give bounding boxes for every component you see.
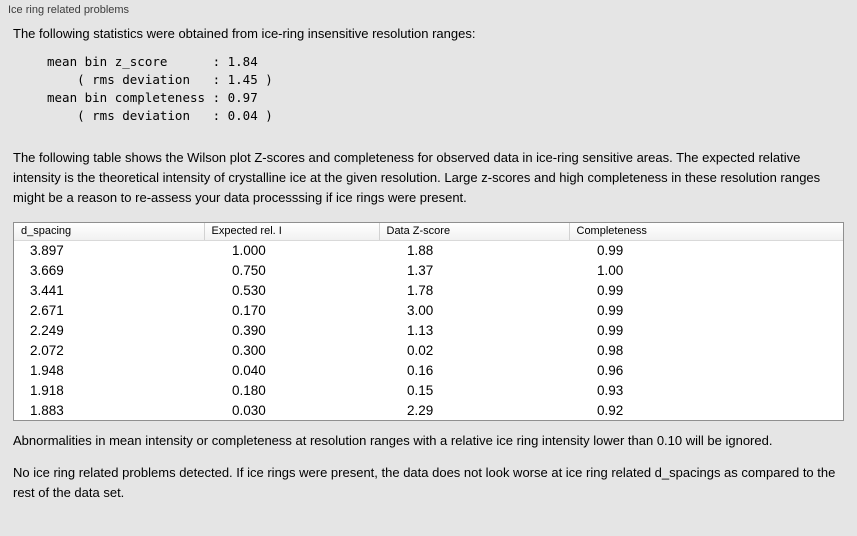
cell-expected-rel-i: 0.040: [232, 363, 266, 378]
cell-d-spacing: 1.883: [30, 403, 64, 418]
cell-expected-rel-i: 0.300: [232, 343, 266, 358]
stats-block: mean bin z_score : 1.84 ( rms deviation …: [47, 54, 273, 123]
table-row[interactable]: 3.441 0.530 1.78 0.99: [14, 280, 843, 300]
cell-completeness: 0.96: [597, 363, 624, 378]
cell-d-spacing: 2.671: [30, 303, 64, 318]
table-row[interactable]: 1.948 0.040 0.16 0.96: [14, 360, 843, 380]
cell-data-z-score: 0.02: [407, 343, 434, 358]
cell-data-z-score: 0.16: [407, 363, 434, 378]
ice-ring-table: d_spacing Expected rel. I Data Z-score C…: [14, 223, 843, 420]
cell-data-z-score: 1.88: [407, 243, 434, 259]
cell-expected-rel-i: 0.170: [232, 303, 266, 318]
column-header-data-z-score[interactable]: Data Z-score: [379, 223, 570, 241]
cell-expected-rel-i: 0.530: [232, 283, 266, 298]
abnormalities-note: Abnormalities in mean intensity or compl…: [13, 433, 773, 448]
cell-data-z-score: 1.78: [407, 283, 434, 298]
cell-d-spacing: 3.441: [30, 283, 64, 298]
cell-completeness: 1.00: [597, 263, 624, 278]
table-row[interactable]: 1.883 0.030 2.29 0.92: [14, 400, 843, 420]
cell-completeness: 0.99: [597, 303, 624, 318]
cell-data-z-score: 3.00: [407, 303, 434, 318]
cell-data-z-score: 1.37: [407, 263, 434, 278]
cell-data-z-score: 2.29: [407, 403, 434, 418]
cell-d-spacing: 1.918: [30, 383, 64, 398]
table-row[interactable]: 1.918 0.180 0.15 0.93: [14, 380, 843, 400]
table-row[interactable]: 2.671 0.170 3.00 0.99: [14, 300, 843, 320]
table-row[interactable]: 2.072 0.300 0.02 0.98: [14, 340, 843, 360]
cell-completeness: 0.99: [597, 323, 624, 338]
table-header: d_spacing Expected rel. I Data Z-score C…: [14, 223, 843, 241]
cell-d-spacing: 1.948: [30, 363, 64, 378]
ice-ring-table-container: d_spacing Expected rel. I Data Z-score C…: [13, 222, 844, 421]
cell-expected-rel-i: 0.030: [232, 403, 266, 418]
cell-d-spacing: 3.669: [30, 263, 64, 278]
cell-data-z-score: 0.15: [407, 383, 434, 398]
table-description: The following table shows the Wilson plo…: [13, 150, 821, 205]
cell-expected-rel-i: 0.180: [232, 383, 266, 398]
column-header-d-spacing[interactable]: d_spacing: [14, 223, 205, 241]
cell-d-spacing: 3.897: [30, 243, 64, 259]
panel-content: The following statistics were obtained f…: [0, 26, 857, 503]
cell-expected-rel-i: 0.390: [232, 323, 266, 338]
cell-completeness: 0.98: [597, 343, 624, 358]
cell-expected-rel-i: 1.000: [232, 243, 266, 259]
table-row[interactable]: 3.897 1.000 1.88 0.99: [14, 240, 843, 260]
conclusion-text: No ice ring related problems detected. I…: [13, 465, 836, 500]
cell-completeness: 0.99: [597, 243, 624, 259]
cell-data-z-score: 1.13: [407, 323, 434, 338]
column-header-completeness[interactable]: Completeness: [569, 223, 843, 241]
table-row[interactable]: 3.669 0.750 1.37 1.00: [14, 260, 843, 280]
cell-expected-rel-i: 0.750: [232, 263, 266, 278]
intro-text: The following statistics were obtained f…: [13, 26, 476, 41]
ice-ring-panel: Ice ring related problems The following …: [0, 4, 857, 503]
cell-completeness: 0.99: [597, 283, 624, 298]
cell-completeness: 0.92: [597, 403, 624, 418]
cell-d-spacing: 2.072: [30, 343, 64, 358]
table-row[interactable]: 2.249 0.390 1.13 0.99: [14, 320, 843, 340]
cell-completeness: 0.93: [597, 383, 624, 398]
column-header-expected-rel-i[interactable]: Expected rel. I: [204, 223, 380, 241]
panel-title: Ice ring related problems: [8, 4, 130, 16]
cell-d-spacing: 2.249: [30, 323, 64, 338]
